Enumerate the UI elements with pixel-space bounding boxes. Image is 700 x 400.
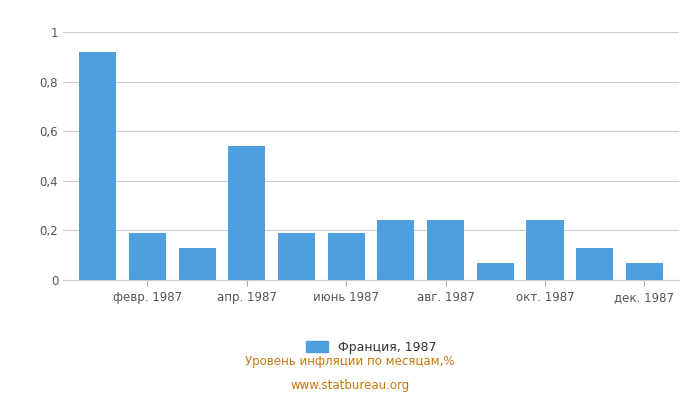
Text: www.statbureau.org: www.statbureau.org: [290, 380, 410, 392]
Bar: [576, 248, 613, 280]
Bar: [328, 233, 365, 280]
Bar: [526, 220, 564, 280]
Bar: [79, 52, 116, 280]
Bar: [626, 263, 663, 280]
Bar: [228, 146, 265, 280]
Bar: [477, 263, 514, 280]
Bar: [427, 220, 464, 280]
Bar: [377, 220, 414, 280]
Bar: [178, 248, 216, 280]
Bar: [278, 233, 315, 280]
Bar: [129, 233, 166, 280]
Legend: Франция, 1987: Франция, 1987: [305, 341, 437, 354]
Text: Уровень инфляции по месяцам,%: Уровень инфляции по месяцам,%: [245, 356, 455, 368]
